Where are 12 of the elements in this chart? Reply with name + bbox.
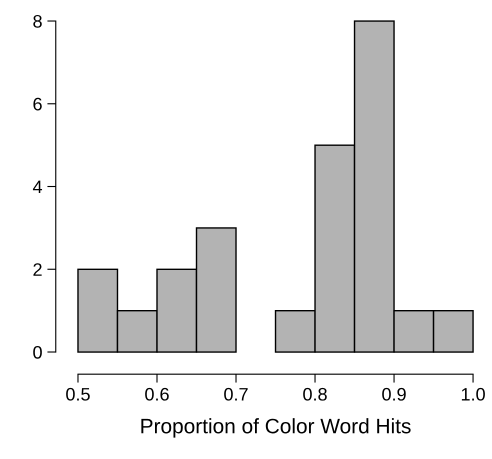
x-tick-label: 0.6 — [145, 388, 169, 401]
x-tick-label: 1.0 — [462, 388, 485, 401]
x-tick-label: 0.5 — [66, 388, 90, 401]
x-tick-label: 0.9 — [382, 388, 406, 401]
x-tick-label: 0.8 — [303, 388, 327, 401]
x-axis-title: Proportion of Color Word Hits — [141, 418, 411, 438]
y-tick-label: 8 — [33, 14, 42, 28]
y-tick-label: 2 — [33, 263, 42, 276]
y-tick-label: 0 — [33, 346, 42, 359]
y-tick-label: 6 — [33, 98, 42, 110]
x-tick-label: 0.7 — [224, 388, 248, 401]
y-tick-label: 4 — [32, 180, 42, 194]
